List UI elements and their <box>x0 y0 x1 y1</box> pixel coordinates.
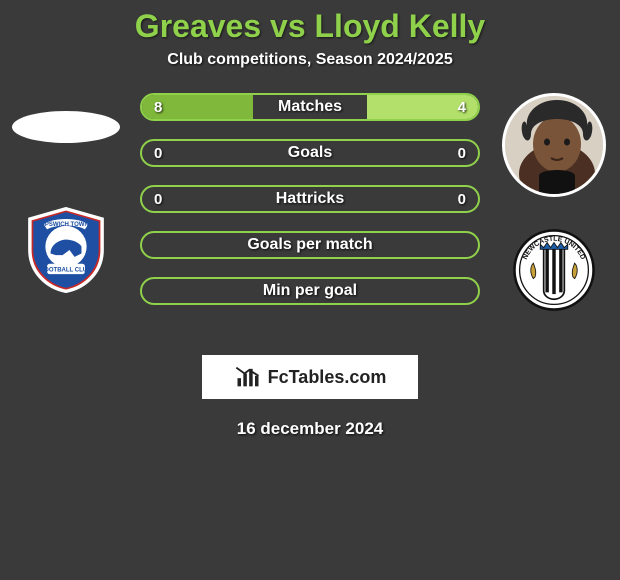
branding-box: FcTables.com <box>202 355 418 399</box>
date: 16 december 2024 <box>0 419 620 439</box>
stat-row: Goals per match <box>140 231 480 259</box>
right-player-column: NEWCASTLE UNITED <box>494 93 614 347</box>
stat-label: Goals per match <box>142 236 478 254</box>
stat-row: Min per goal <box>140 277 480 305</box>
chart-area: FOOTBALL CLUB IPSWICH TOWN <box>0 93 620 347</box>
newcastle-crest-icon: NEWCASTLE UNITED <box>511 227 597 313</box>
left-player-column: FOOTBALL CLUB IPSWICH TOWN <box>6 93 126 347</box>
left-player-photo <box>12 111 120 143</box>
stat-row: 84Matches <box>140 93 480 121</box>
stat-bars: 84Matches 00Goals 00Hattricks Goals per mat… <box>140 93 480 305</box>
right-player-photo <box>502 93 606 197</box>
bar-chart-icon <box>234 363 262 391</box>
stat-label: Matches <box>142 98 478 116</box>
stat-row: 00Goals <box>140 139 480 167</box>
branding-text: FcTables.com <box>268 367 387 388</box>
stat-label: Min per goal <box>142 282 478 300</box>
stat-label: Goals <box>142 144 478 162</box>
ipswich-crest-icon: FOOTBALL CLUB IPSWICH TOWN <box>23 207 109 293</box>
comparison-card: Greaves vs Lloyd Kelly Club competitions… <box>0 0 620 580</box>
right-club-crest: NEWCASTLE UNITED <box>509 225 599 315</box>
left-club-crest: FOOTBALL CLUB IPSWICH TOWN <box>21 205 111 295</box>
svg-text:FOOTBALL CLUB: FOOTBALL CLUB <box>40 268 92 274</box>
page-title: Greaves vs Lloyd Kelly <box>0 8 620 45</box>
lloyd-kelly-photo-icon <box>505 96 606 197</box>
svg-text:IPSWICH TOWN: IPSWICH TOWN <box>43 222 89 228</box>
stat-label: Hattricks <box>142 190 478 208</box>
subtitle: Club competitions, Season 2024/2025 <box>0 51 620 69</box>
stat-row: 00Hattricks <box>140 185 480 213</box>
